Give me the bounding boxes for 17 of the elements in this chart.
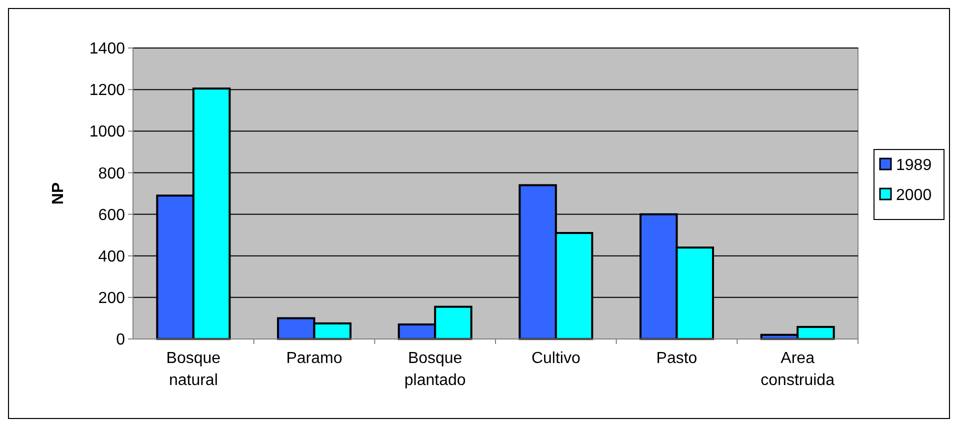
y-tick-label: 800 [98, 165, 126, 182]
legend-label: 1989 [896, 157, 932, 174]
x-tick-label: Paramo [286, 350, 342, 367]
y-tick-label: 600 [98, 206, 126, 224]
y-tick-label: 200 [98, 290, 126, 308]
y-tick-label: 1200 [89, 82, 126, 100]
y-tick-label: 400 [98, 248, 126, 266]
x-tick-label: Bosque natural [166, 350, 221, 389]
y-tick-label: 0 [116, 332, 126, 349]
x-tick-label: Pasto [656, 350, 698, 367]
legend-label: 2000 [896, 187, 932, 204]
y-tick-label: 1000 [89, 124, 126, 141]
y-axis-title: NP [50, 182, 67, 205]
x-tick-label: Bosque plantado [404, 350, 466, 389]
y-tick-label: 1400 [89, 40, 126, 58]
x-tick-label: Cultivo [531, 350, 580, 367]
x-tick-label: Area construida [760, 350, 835, 389]
